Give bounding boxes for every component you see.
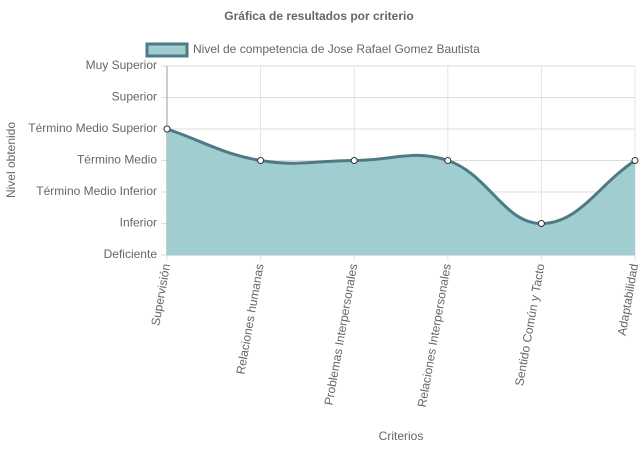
- point: [350, 157, 358, 164]
- point: [631, 157, 639, 164]
- area: [167, 129, 635, 255]
- x-tick-label: Relaciones Interpersonales: [415, 263, 454, 409]
- line: [166, 127, 636, 226]
- x-tick-label: Supervisión: [148, 263, 173, 327]
- y-tick-label: Superior: [112, 90, 157, 104]
- y-tick-label: Término Medio: [77, 153, 157, 167]
- point: [257, 157, 265, 164]
- point: [537, 220, 545, 227]
- chart-title: Gráfica de resultados por criterio: [224, 9, 413, 23]
- x-tick-label: Relaciones humanas: [233, 263, 266, 376]
- y-tick-label: Deficiente: [104, 247, 158, 261]
- legend-swatch: [145, 42, 189, 58]
- point: [163, 125, 171, 133]
- y-tick-label: Muy Superior: [86, 58, 157, 72]
- x-axis-title: Criterios: [379, 429, 424, 443]
- y-tick-label: Término Medio Inferior: [36, 184, 157, 198]
- y-tick-label: Término Medio Superior: [28, 121, 157, 135]
- legend-label: Nivel de competencia de Jose Rafael Gome…: [193, 42, 480, 56]
- x-tick-label: Problemas Interpersonales: [322, 263, 361, 407]
- y-axis-title: Nivel obtenido: [4, 122, 18, 198]
- y-tick-label: Inferior: [120, 216, 157, 230]
- point: [444, 157, 452, 164]
- x-tick-label: Sentido Común y Tacto: [512, 262, 547, 387]
- x-tick-label: Adaptabilidad: [615, 263, 639, 337]
